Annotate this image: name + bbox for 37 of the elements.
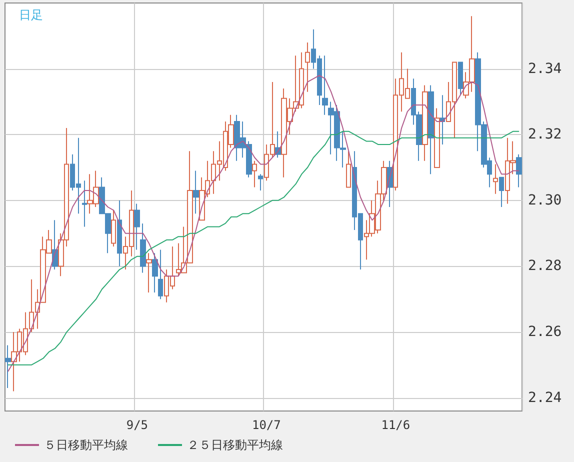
candlestick (440, 94, 445, 145)
candlestick (305, 42, 310, 92)
x-tick-label: 11/6 (381, 418, 410, 432)
candlestick (346, 150, 351, 188)
candlestick (499, 176, 504, 208)
candlestick (428, 84, 434, 175)
candlestick (140, 222, 146, 274)
x-tick-label: 9/5 (126, 418, 148, 432)
candlestick (146, 252, 152, 294)
chart-title: 日足 (19, 8, 43, 22)
candlestick (493, 164, 498, 194)
candlestick (158, 249, 163, 300)
candlestick (5, 344, 11, 388)
y-tick-label: 2.28 (528, 258, 562, 274)
x-tick-label: 10/7 (252, 418, 281, 432)
candlestick (322, 55, 328, 116)
candlestick (82, 180, 87, 228)
candlestick (258, 174, 263, 192)
legend-label: ５日移動平均線 (44, 438, 128, 452)
line-series (7, 130, 520, 366)
candlestick (458, 62, 463, 96)
y-tick-label: 2.26 (528, 324, 562, 340)
candlestick (111, 210, 116, 247)
candlestick (117, 200, 122, 267)
candlestick (434, 108, 440, 168)
candlestick (516, 154, 522, 188)
legend-label: ２５日移動平均線 (187, 438, 283, 452)
candlestick (422, 84, 428, 162)
y-tick-label: 2.24 (528, 390, 562, 406)
candlestick (252, 160, 257, 188)
candlestick (152, 252, 158, 294)
y-tick-label: 2.34 (528, 60, 562, 77)
candlestick (134, 203, 140, 250)
y-tick-label: 2.32 (528, 126, 562, 143)
line-series (7, 74, 520, 372)
candlestick (193, 170, 199, 214)
y-tick-label: 2.30 (528, 192, 562, 208)
